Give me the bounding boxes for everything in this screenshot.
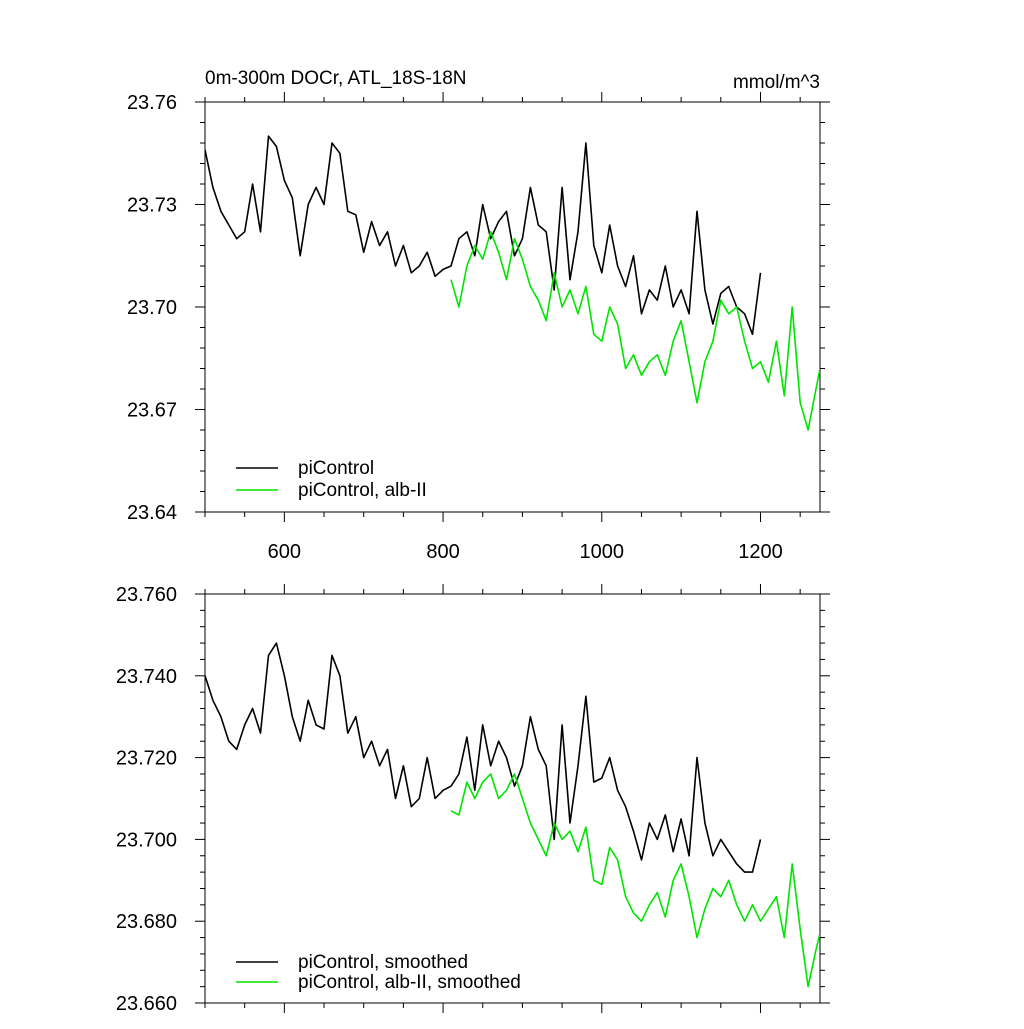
plot-frame [204,101,821,513]
x-tick-label: 600 [268,541,301,563]
x-tick-label: 800 [426,541,459,563]
legend-label: piControl, smoothed [298,952,468,973]
legend-label: piControl, alb-II, smoothed [298,972,521,993]
y-tick-label: 23.720 [116,748,177,770]
y-tick-label: 23.67 [127,400,177,422]
y-tick-label: 23.680 [116,911,177,933]
legend-label: piControl [298,458,374,479]
y-tick-label: 23.700 [116,829,177,851]
y-tick-label: 23.70 [127,297,177,319]
y-tick-label: 23.64 [127,502,177,524]
x-tick-label: 1200 [738,541,783,563]
y-tick-label: 23.76 [127,92,177,114]
top-panel: 600 800 1000 1200 23.64 23.67 23.70 23.73 23.76 0… [127,68,830,563]
x-tick-label: 1000 [580,541,625,563]
series-line-picontrol [205,642,762,873]
chart-title: 0m-300m DOCr, ATL_18S-18N [205,68,467,89]
series-line-picontrol-alb-ii [450,773,820,988]
series-line-picontrol-alb-ii [450,231,820,431]
y-tick-label: 23.73 [127,195,177,217]
series-line-picontrol [205,135,762,336]
plot-frame [204,593,821,1004]
y-tick-label: 23.740 [116,666,177,688]
bottom-panel: 23.660 23.680 23.700 23.720 23.740 23.760 piCo… [116,584,830,1015]
units-label: mmol/m^3 [733,72,820,93]
y-tick-label: 23.660 [116,993,177,1015]
legend-label: piControl, alb-II [298,480,427,501]
y-tick-label: 23.760 [116,584,177,606]
